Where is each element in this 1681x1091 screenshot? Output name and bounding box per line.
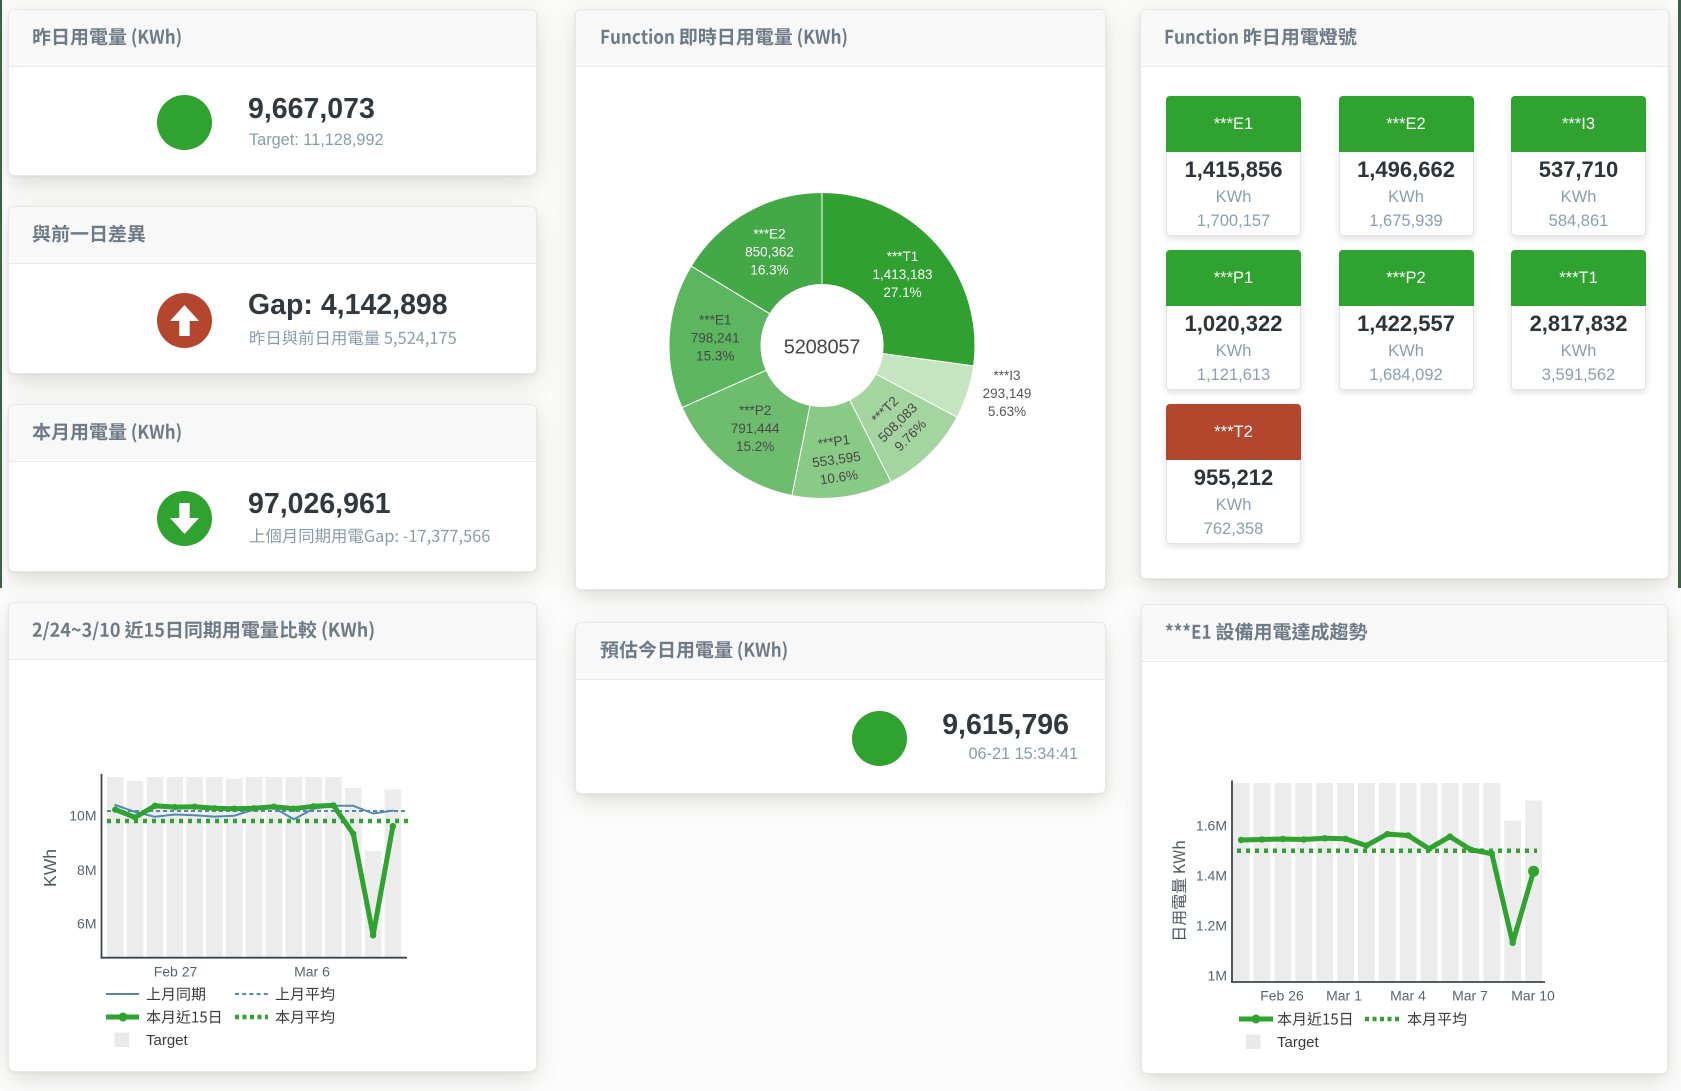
- svg-text:KWh: KWh: [40, 849, 60, 887]
- svg-text:Mar 1: Mar 1: [1326, 988, 1362, 1004]
- svg-text:553,595: 553,595: [811, 449, 861, 471]
- svg-text:***E2: ***E2: [753, 226, 785, 241]
- svg-text:1,413,183: 1,413,183: [872, 267, 932, 282]
- svg-text:16.3%: 16.3%: [750, 262, 788, 277]
- svg-text:1.2M: 1.2M: [1196, 918, 1227, 934]
- svg-text:10.6%: 10.6%: [819, 467, 859, 487]
- svg-text:***P1: ***P1: [817, 432, 851, 451]
- svg-text:Feb 26: Feb 26: [1260, 988, 1304, 1004]
- svg-text:8M: 8M: [77, 862, 96, 878]
- svg-text:27.1%: 27.1%: [883, 285, 921, 300]
- svg-text:293,149: 293,149: [983, 386, 1032, 401]
- svg-text:Mar 7: Mar 7: [1452, 988, 1488, 1004]
- svg-text:Mar 6: Mar 6: [294, 963, 330, 979]
- svg-text:1.4M: 1.4M: [1196, 868, 1227, 884]
- svg-text:Mar 10: Mar 10: [1511, 988, 1555, 1004]
- svg-text:5208057: 5208057: [784, 337, 861, 359]
- svg-text:Feb 27: Feb 27: [154, 963, 198, 979]
- svg-text:6M: 6M: [77, 916, 96, 932]
- svg-text:15.2%: 15.2%: [736, 439, 774, 454]
- svg-text:Target: Target: [1277, 1034, 1320, 1051]
- svg-text:***I3: ***I3: [993, 368, 1020, 383]
- svg-text:15.3%: 15.3%: [696, 349, 734, 364]
- svg-text:Target: Target: [146, 1032, 189, 1049]
- svg-text:10M: 10M: [69, 808, 96, 824]
- svg-text:850,362: 850,362: [745, 244, 794, 259]
- svg-text:1.6M: 1.6M: [1196, 818, 1227, 834]
- svg-text:5.63%: 5.63%: [988, 404, 1026, 419]
- svg-text:***P2: ***P2: [739, 403, 771, 418]
- svg-text:791,444: 791,444: [731, 421, 780, 436]
- svg-text:1M: 1M: [1208, 968, 1227, 984]
- svg-text:798,241: 798,241: [691, 331, 740, 346]
- svg-text:Mar 4: Mar 4: [1390, 988, 1426, 1004]
- svg-text:***E1: ***E1: [699, 313, 731, 328]
- svg-text:***T1: ***T1: [887, 249, 919, 264]
